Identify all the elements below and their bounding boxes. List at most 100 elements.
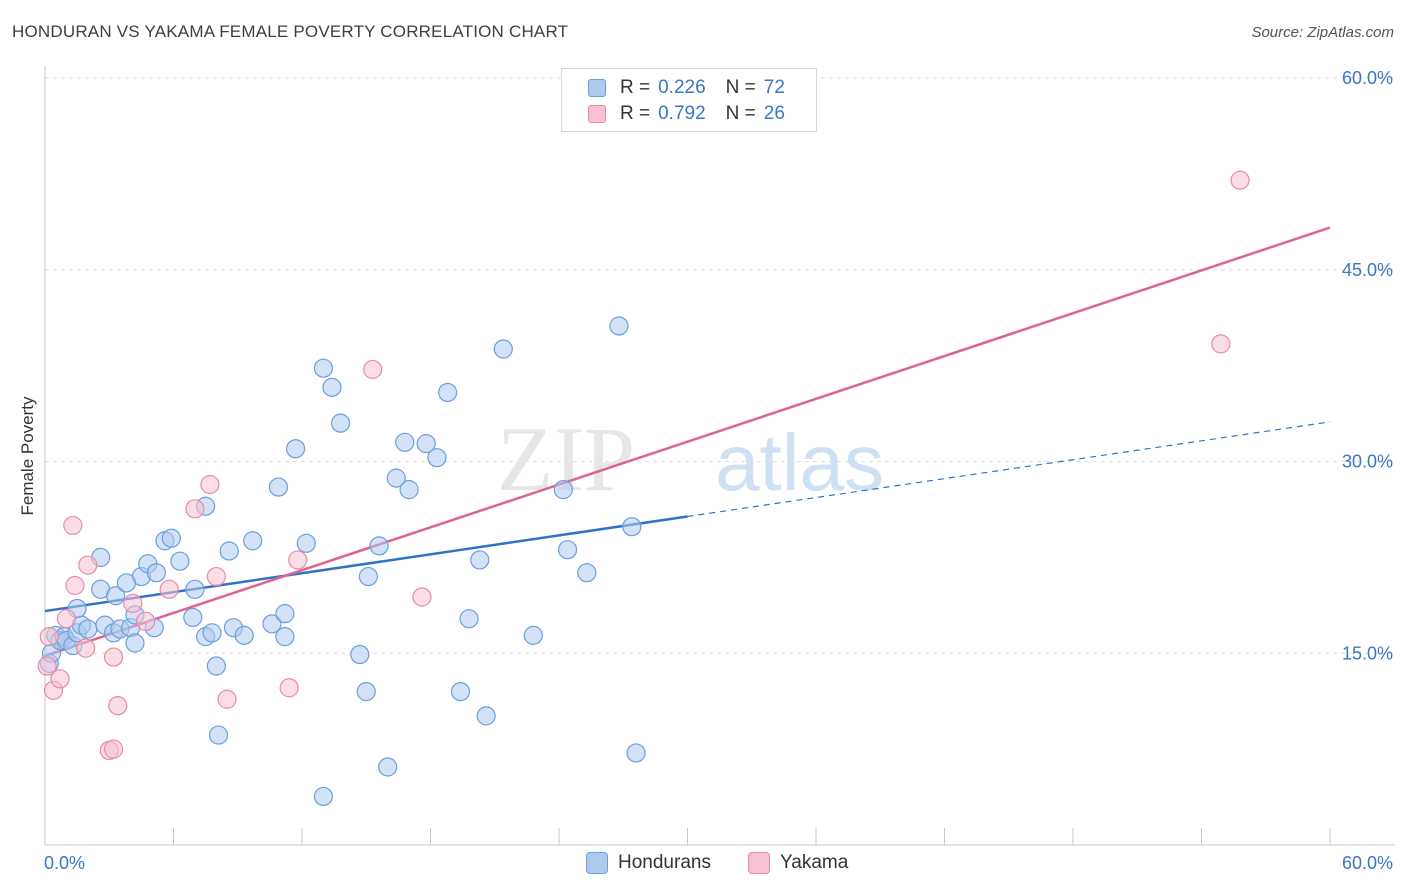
hondurans-point [208, 725, 229, 745]
hondurans-point [395, 432, 415, 452]
yakama-point [103, 739, 124, 759]
legend-row-hondurans: R = 0.226 N = 72 [588, 76, 785, 100]
hondurans-point [399, 480, 419, 500]
hondurans-point [106, 586, 126, 606]
hondurans-point [523, 625, 543, 645]
hondurans-point [626, 743, 646, 763]
yakama-point [412, 587, 432, 607]
n-label: N = [725, 77, 756, 98]
hondurans-point [358, 566, 378, 587]
hondurans-point [234, 625, 254, 645]
x-tick-label: 60.0% [1342, 853, 1393, 873]
gridlines [45, 77, 1395, 654]
hondurans-point [322, 377, 342, 397]
yakama-point [206, 566, 226, 587]
hondurans-point [330, 413, 351, 433]
hondurans-point [219, 541, 239, 561]
hondurans-point [416, 434, 436, 454]
hondurans-point [275, 604, 295, 624]
y-tick-label: 15.0% [1342, 643, 1393, 663]
hondurans-point [622, 517, 642, 537]
hondurans-point [275, 627, 295, 647]
hondurans-point [577, 563, 597, 583]
n-value: 26 [763, 103, 785, 124]
n-label: N = [725, 103, 756, 124]
hondurans-swatch [588, 79, 606, 97]
hondurans-point [185, 579, 205, 599]
hondurans-point [378, 757, 398, 777]
hondurans-point [313, 358, 334, 378]
yakama-point [56, 609, 77, 629]
yakama-point [50, 669, 70, 689]
watermark: ZIP atlas [497, 408, 884, 510]
yakama-point [108, 696, 128, 716]
yakama-point [1211, 334, 1231, 354]
hondurans-point [438, 382, 458, 403]
yakama-legend-label: Yakama [780, 852, 849, 873]
hondurans-trend-extension [687, 421, 1331, 518]
hondurans-point [493, 339, 513, 359]
trend-lines [44, 226, 1331, 657]
hondurans-point [350, 644, 370, 665]
r-value: 0.226 [658, 77, 706, 98]
hondurans-point [296, 533, 316, 553]
hondurans-point [161, 528, 181, 548]
hondurans-point [125, 633, 145, 653]
source-label: Source: ZipAtlas.com [1251, 24, 1394, 41]
hondurans-legend-label: Hondurans [618, 852, 711, 873]
hondurans-point [609, 316, 629, 336]
hondurans-point [183, 607, 203, 628]
yakama-point [65, 575, 85, 596]
hondurans-point [262, 614, 282, 634]
r-value: 0.792 [658, 103, 706, 124]
yakama-point [159, 579, 179, 599]
yakama-swatch [588, 105, 606, 123]
yakama-point [217, 689, 237, 709]
legend-row-yakama: R = 0.792 N = 26 [588, 102, 785, 126]
yakama-point [37, 656, 57, 676]
r-label: R = [620, 77, 651, 98]
yakama-point [123, 593, 143, 613]
hondurans-trend-line [44, 515, 688, 613]
hondurans-point [206, 656, 226, 676]
hondurans-legend-swatch [586, 852, 608, 874]
hondurans-point [386, 468, 406, 488]
tick-labels: 15.0% 30.0% 45.0% 60.0% 0.0% 60.0% [44, 68, 1393, 873]
hondurans-point [450, 681, 471, 702]
y-tick-label: 45.0% [1342, 260, 1393, 280]
watermark-atlas: atlas [715, 418, 884, 507]
legend-hondurans: Hondurans [586, 852, 711, 874]
yakama-point [78, 555, 98, 575]
yakama-point [103, 647, 124, 667]
yakama-point [1230, 170, 1250, 190]
hondurans-point [427, 448, 447, 468]
yakama-point [63, 515, 83, 536]
hondurans-point [202, 623, 222, 643]
hondurans-point [285, 439, 306, 459]
yakama-point [76, 638, 96, 658]
yakama-point [200, 474, 220, 495]
yakama-point [136, 611, 156, 631]
x-tick-label: 0.0% [44, 853, 85, 873]
hondurans-point [146, 563, 166, 583]
yakama-legend-swatch [748, 852, 770, 874]
hondurans-point [268, 477, 289, 497]
hondurans-point [459, 609, 479, 629]
hondurans-point [470, 550, 490, 570]
stats-legend: R = 0.226 N = 72 R = 0.792 N = 26 [561, 68, 817, 132]
yakama-point [288, 550, 308, 570]
hondurans-point [243, 531, 263, 551]
hondurans-point [313, 786, 334, 807]
yakama-point [39, 627, 59, 647]
data-points [37, 170, 1250, 807]
hondurans-point [476, 706, 496, 726]
yakama-point [363, 359, 383, 380]
yakama-point [279, 678, 299, 698]
chart-title: HONDURAN VS YAKAMA FEMALE POVERTY CORREL… [12, 22, 569, 41]
hondurans-point [78, 619, 98, 639]
hondurans-point [553, 480, 573, 500]
y-tick-label: 30.0% [1342, 452, 1393, 472]
hondurans-point [557, 540, 578, 560]
r-label: R = [620, 103, 651, 124]
